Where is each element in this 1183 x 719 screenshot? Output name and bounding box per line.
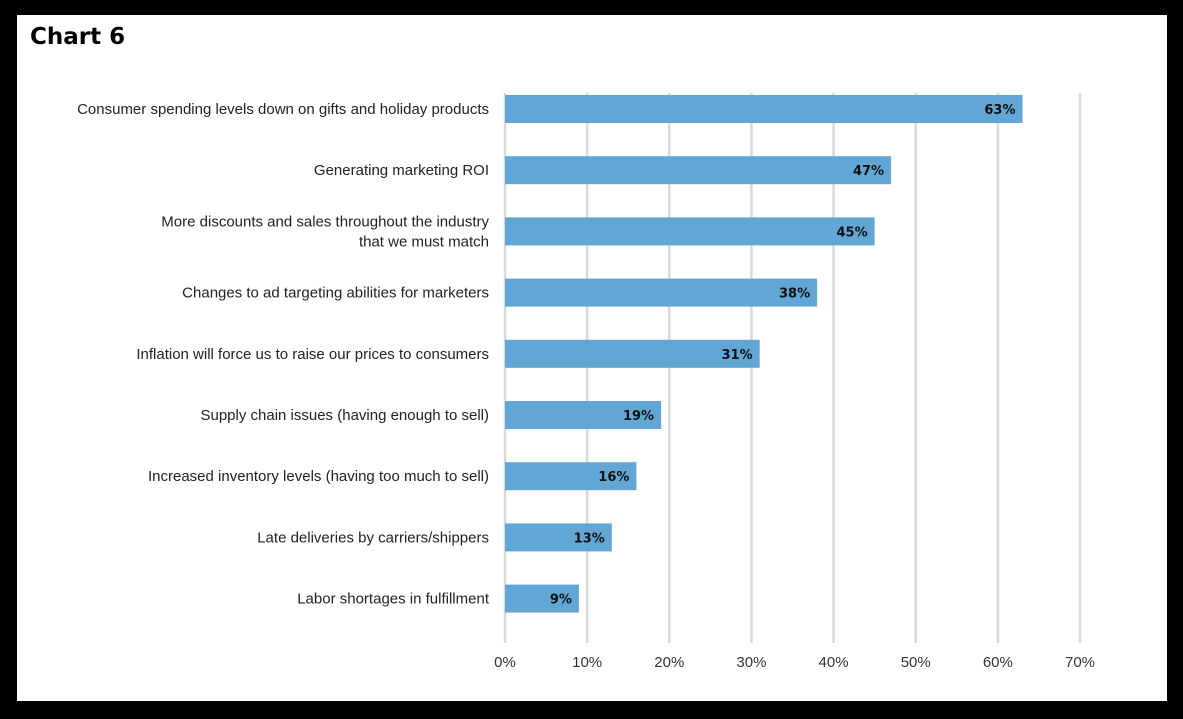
category-label: Inflation will force us to raise our pri… — [136, 346, 489, 363]
category-label-line: Generating marketing ROI — [314, 162, 489, 179]
bar — [505, 339, 760, 368]
category-label: Changes to ad targeting abilities for ma… — [182, 285, 489, 302]
data-labels: 63% 47% 45% 38% 31% 19% 16% 13% 9% — [550, 103, 1016, 608]
category-label-line: Late deliveries by carriers/shippers — [257, 529, 489, 546]
category-label-line: that we must match — [359, 233, 489, 250]
category-label-line: Supply chain issues (having enough to se… — [200, 407, 489, 424]
bar — [505, 278, 818, 307]
x-tick-label: 0% — [494, 654, 516, 671]
data-label: 63% — [984, 103, 1015, 118]
category-labels: Consumer spending levels down on gifts a… — [77, 101, 490, 608]
category-label: Late deliveries by carriers/shippers — [257, 529, 489, 546]
category-label: Supply chain issues (having enough to se… — [200, 407, 489, 424]
data-label: 9% — [550, 593, 572, 608]
x-axis-ticks: 0% 10% 20% 30% 40% 50% 60% 70% — [494, 654, 1095, 671]
data-label: 16% — [598, 470, 629, 485]
bar — [505, 95, 1023, 123]
bar — [505, 217, 875, 246]
chart-title: Chart 6 — [30, 24, 126, 50]
bar — [505, 156, 892, 185]
x-tick-label: 70% — [1065, 654, 1095, 671]
bar-chart: Consumer spending levels down on gifts a… — [77, 93, 1095, 671]
x-tick-label: 60% — [983, 654, 1013, 671]
data-label: 45% — [837, 225, 868, 240]
data-label: 38% — [779, 287, 810, 302]
x-tick-label: 30% — [736, 654, 766, 671]
data-label: 47% — [853, 164, 884, 179]
category-label-line: Labor shortages in fulfillment — [297, 591, 490, 608]
data-label: 19% — [623, 409, 654, 424]
bars — [505, 95, 1023, 613]
category-label: More discounts and sales throughout the … — [161, 213, 489, 250]
bar — [505, 462, 637, 491]
data-label: 13% — [574, 531, 605, 546]
chart-frame: Chart 6 Consumer spending levels down on… — [17, 15, 1167, 701]
bar — [505, 584, 579, 613]
category-label-line: Changes to ad targeting abilities for ma… — [182, 285, 489, 302]
category-label: Consumer spending levels down on gifts a… — [77, 101, 489, 118]
bar — [505, 523, 612, 552]
category-label-line: Consumer spending levels down on gifts a… — [77, 101, 489, 118]
bar — [505, 401, 662, 429]
x-tick-label: 10% — [572, 654, 602, 671]
category-label-line: Increased inventory levels (having too m… — [148, 468, 489, 485]
x-tick-label: 50% — [901, 654, 931, 671]
x-tick-label: 40% — [819, 654, 849, 671]
category-label-line: Inflation will force us to raise our pri… — [136, 346, 489, 363]
category-label: Increased inventory levels (having too m… — [148, 468, 489, 485]
x-tick-label: 20% — [654, 654, 684, 671]
category-label: Labor shortages in fulfillment — [297, 591, 490, 608]
category-label-line: More discounts and sales throughout the … — [161, 213, 489, 230]
category-label: Generating marketing ROI — [314, 162, 489, 179]
gridlines — [503, 93, 1082, 643]
data-label: 31% — [722, 348, 753, 363]
